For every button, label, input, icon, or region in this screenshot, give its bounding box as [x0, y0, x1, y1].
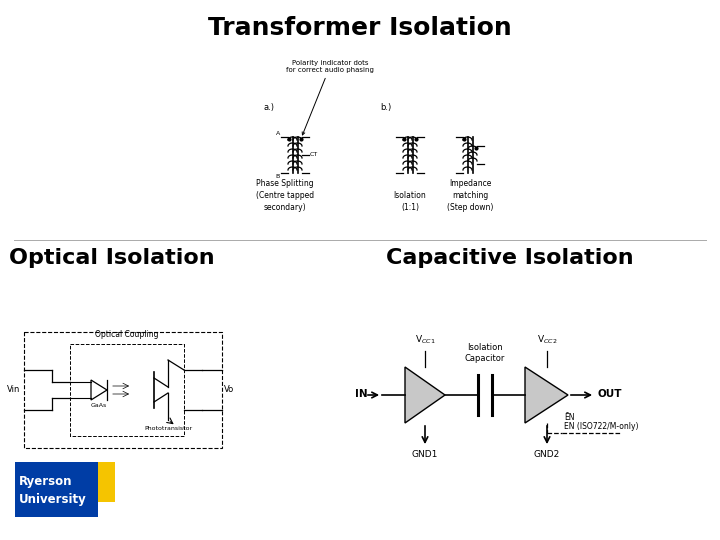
Text: CT: CT — [310, 152, 318, 157]
FancyBboxPatch shape — [15, 462, 98, 517]
Text: Optical Isolation: Optical Isolation — [9, 248, 215, 268]
Text: Isolation
(1:1): Isolation (1:1) — [394, 191, 426, 212]
Text: Phototransistor: Phototransistor — [144, 426, 192, 431]
Text: GND1: GND1 — [412, 450, 438, 459]
FancyBboxPatch shape — [98, 462, 115, 502]
Text: Isolation
Capacitor: Isolation Capacitor — [465, 343, 505, 363]
Text: Capacitive Isolation: Capacitive Isolation — [386, 248, 634, 268]
Text: V$_{CC2}$: V$_{CC2}$ — [537, 334, 557, 347]
Text: ĒN: ĒN — [564, 413, 575, 422]
Polygon shape — [405, 367, 445, 423]
Text: University: University — [19, 494, 86, 507]
Text: GaAs: GaAs — [91, 403, 107, 408]
Text: B: B — [276, 174, 280, 179]
Text: OUT: OUT — [597, 389, 621, 399]
Text: Vin: Vin — [6, 385, 20, 394]
Text: IN: IN — [355, 389, 368, 399]
Text: Impedance
matching
(Step down): Impedance matching (Step down) — [447, 179, 493, 212]
Text: A: A — [276, 131, 280, 136]
Text: b.): b.) — [380, 103, 391, 112]
Text: Phase Splitting
(Centre tapped
secondary): Phase Splitting (Centre tapped secondary… — [256, 179, 314, 212]
Text: GND2: GND2 — [534, 450, 560, 459]
Text: Polarity indicator dots
for correct audio phasing: Polarity indicator dots for correct audi… — [286, 60, 374, 135]
Text: Vo: Vo — [224, 385, 234, 394]
Text: EN (ISO722/M-only): EN (ISO722/M-only) — [564, 422, 639, 431]
Text: Transformer Isolation: Transformer Isolation — [208, 16, 512, 40]
Text: Ryerson: Ryerson — [19, 475, 73, 488]
Text: a.): a.) — [263, 103, 274, 112]
Text: V$_{CC1}$: V$_{CC1}$ — [415, 334, 436, 347]
Polygon shape — [525, 367, 568, 423]
Text: Optical Coupling: Optical Coupling — [95, 330, 158, 339]
